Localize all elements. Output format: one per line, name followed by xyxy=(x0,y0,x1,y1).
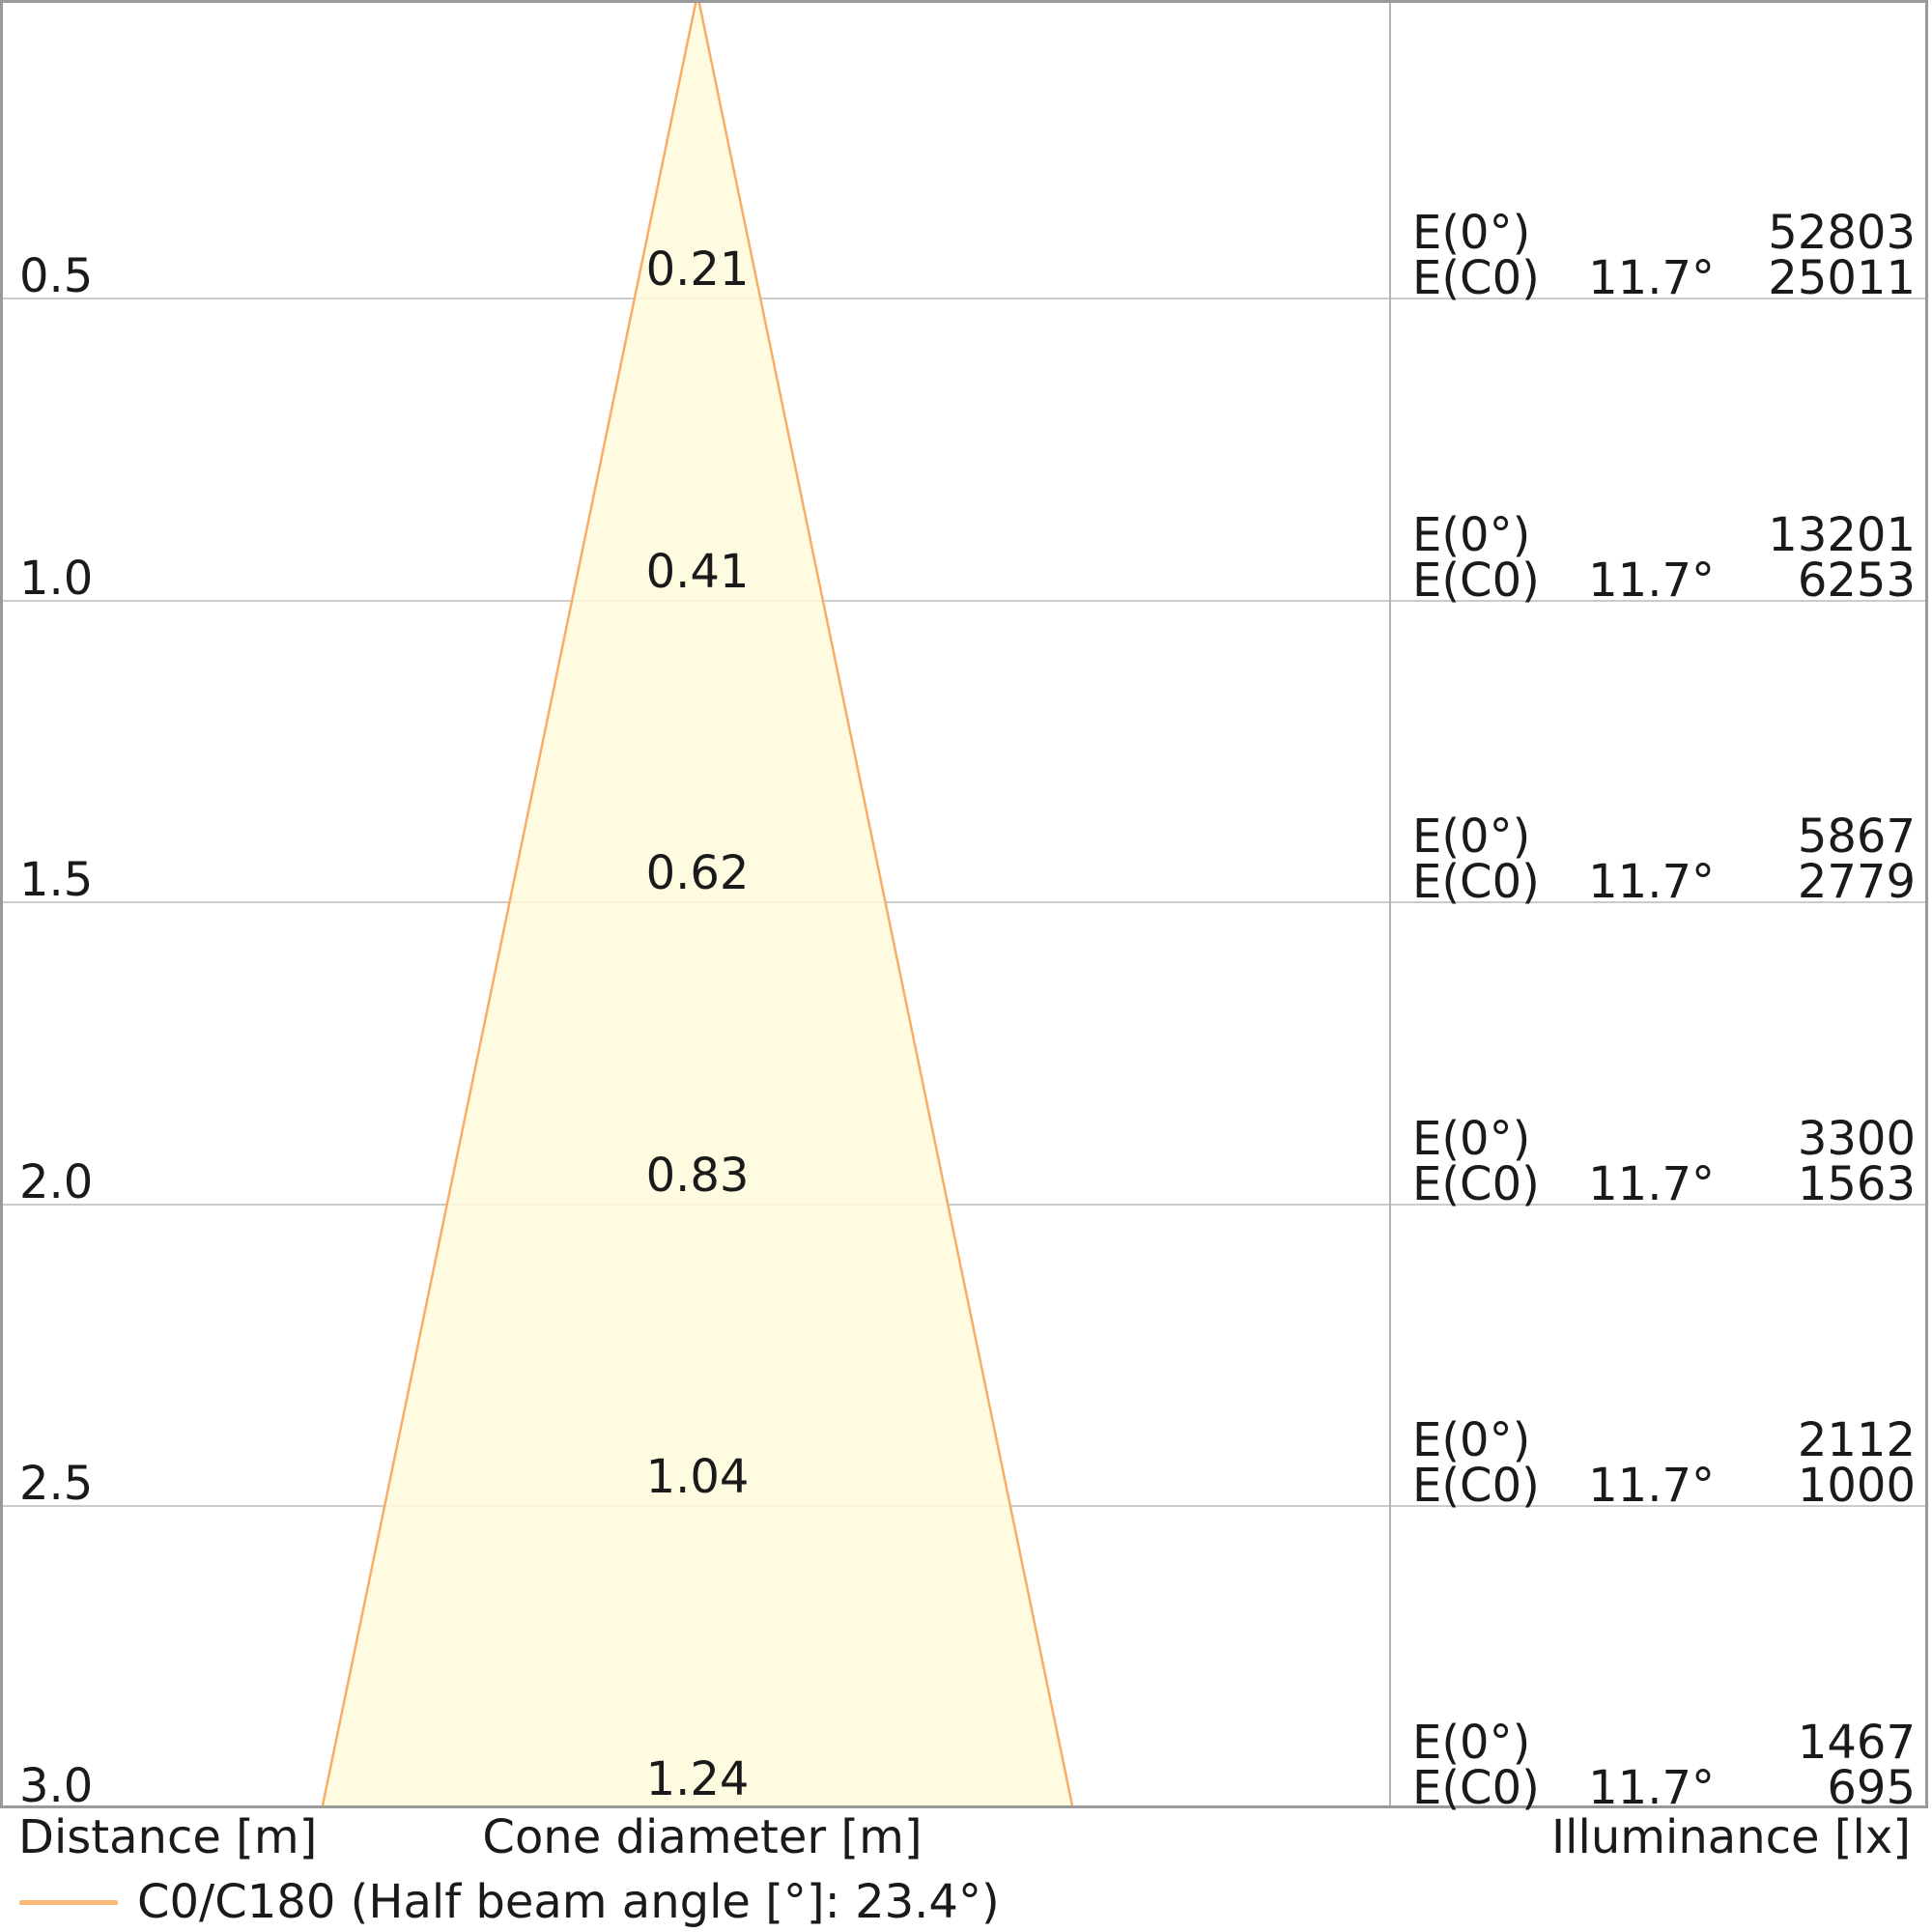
light-cone-shape xyxy=(321,0,1074,1805)
cone-diameter-label: 0.62 xyxy=(645,846,750,900)
cone-diameter-label: 1.24 xyxy=(645,1752,750,1806)
e0-value: 2112 xyxy=(1797,1413,1916,1467)
cone-diameter-label: 0.21 xyxy=(645,242,750,297)
e0-label: E(0°) xyxy=(1412,508,1531,562)
ec0-label: E(C0) xyxy=(1412,855,1540,909)
e0-label: E(0°) xyxy=(1412,1716,1531,1770)
half-angle-value: 11.7° xyxy=(1588,251,1715,305)
half-angle-value: 11.7° xyxy=(1588,855,1715,909)
ec0-value: 1000 xyxy=(1797,1459,1916,1513)
gridline-1.0m xyxy=(3,600,1925,602)
e0-label: E(0°) xyxy=(1412,206,1531,260)
half-angle-value: 11.7° xyxy=(1588,1157,1715,1211)
ec0-label: E(C0) xyxy=(1412,1761,1540,1815)
ec0-label: E(C0) xyxy=(1412,554,1540,608)
half-angle-value: 11.7° xyxy=(1588,554,1715,608)
ec0-label: E(C0) xyxy=(1412,1157,1540,1211)
e0-value: 3300 xyxy=(1797,1112,1916,1166)
cone-diameter-label: 0.41 xyxy=(645,545,750,599)
cone-diameter-axis-label: Cone diameter [m] xyxy=(482,1810,923,1864)
distance-axis-label: Distance [m] xyxy=(18,1810,318,1864)
illuminance-axis-label: Illuminance [lx] xyxy=(1551,1810,1911,1864)
half-angle-value: 11.7° xyxy=(1588,1761,1715,1815)
gridline-0.5m xyxy=(3,298,1925,299)
ec0-value: 1563 xyxy=(1797,1157,1916,1211)
ec0-value: 25011 xyxy=(1768,251,1916,305)
beam-cone-triangle xyxy=(321,0,1074,1805)
cone-diameter-label: 1.04 xyxy=(645,1450,750,1504)
e0-label: E(0°) xyxy=(1412,810,1531,864)
distance-label: 1.5 xyxy=(19,853,94,907)
gridline-1.5m xyxy=(3,901,1925,903)
ec0-value: 695 xyxy=(1827,1761,1916,1815)
e0-value: 13201 xyxy=(1768,508,1916,562)
cone-diameter-label: 0.83 xyxy=(645,1149,750,1203)
ec0-label: E(C0) xyxy=(1412,1459,1540,1513)
e0-label: E(0°) xyxy=(1412,1413,1531,1467)
legend-line-swatch xyxy=(19,1900,118,1905)
legend-label: C0/C180 (Half beam angle [°]: 23.4°) xyxy=(137,1875,1000,1929)
e0-value: 5867 xyxy=(1797,810,1916,864)
distance-label: 3.0 xyxy=(19,1759,94,1813)
e0-label: E(0°) xyxy=(1412,1112,1531,1166)
ec0-value: 6253 xyxy=(1797,554,1916,608)
e0-value: 52803 xyxy=(1768,206,1916,260)
distance-label: 2.5 xyxy=(19,1457,94,1511)
e0-value: 1467 xyxy=(1797,1716,1916,1770)
ec0-label: E(C0) xyxy=(1412,251,1540,305)
ec0-value: 2779 xyxy=(1797,855,1916,909)
chart-border xyxy=(0,0,1928,1808)
half-angle-value: 11.7° xyxy=(1588,1459,1715,1513)
distance-label: 2.0 xyxy=(19,1155,94,1209)
distance-label: 1.0 xyxy=(19,552,94,606)
gridline-2.0m xyxy=(3,1204,1925,1206)
distance-label: 0.5 xyxy=(19,249,94,303)
illuminance-panel-divider xyxy=(1389,3,1391,1805)
